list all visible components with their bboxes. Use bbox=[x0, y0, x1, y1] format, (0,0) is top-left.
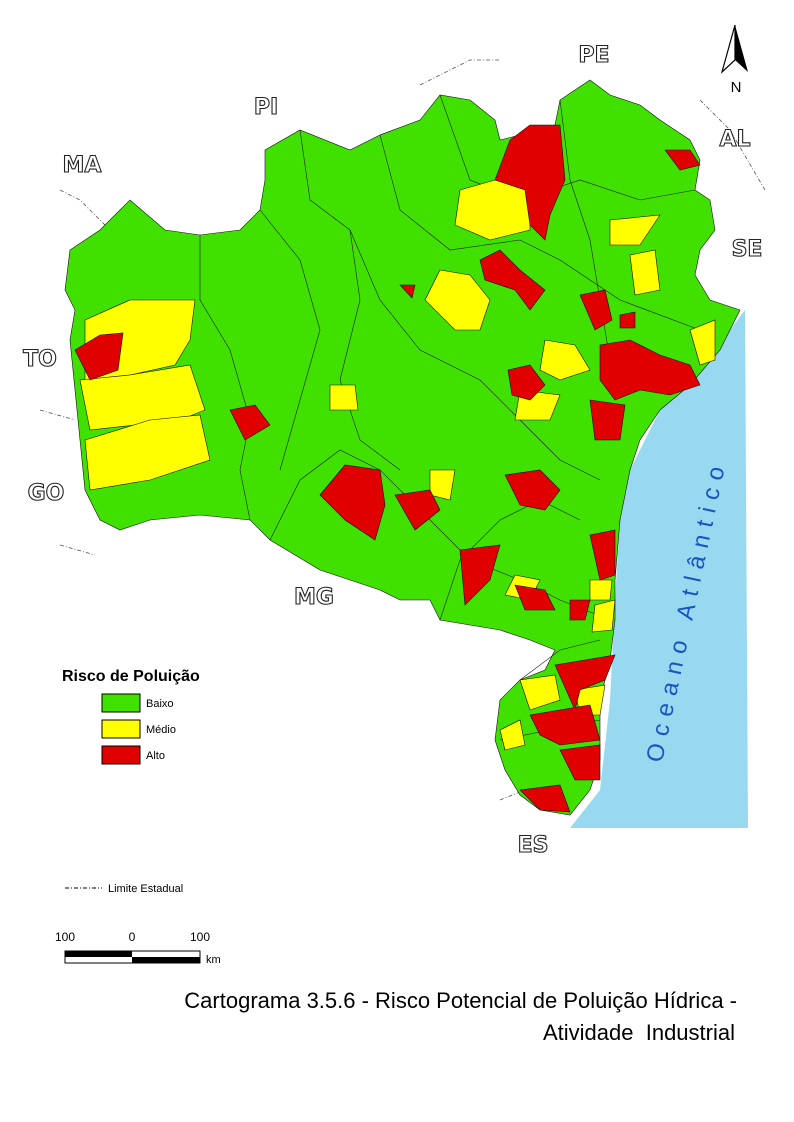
legend-title: Risco de Poluição bbox=[62, 668, 200, 685]
state-label: PE bbox=[578, 43, 609, 68]
state-borders bbox=[39, 59, 766, 801]
north-label: N bbox=[731, 79, 742, 96]
scale-bar bbox=[64, 950, 201, 964]
state-label: MA bbox=[63, 153, 102, 178]
high-risk-areas bbox=[74, 124, 701, 813]
state-label: TO bbox=[23, 347, 57, 372]
boundary-legend-label: Limite Estadual bbox=[108, 883, 183, 895]
legend-swatch bbox=[101, 693, 141, 713]
caption-line: Atividade Industrial bbox=[543, 1020, 735, 1045]
scale-label: 0 bbox=[129, 930, 136, 944]
ocean bbox=[570, 310, 748, 828]
legend-swatch bbox=[101, 745, 141, 765]
state-label: ES bbox=[518, 833, 549, 858]
legend-label: Baixo bbox=[146, 698, 174, 710]
legend-swatch bbox=[101, 719, 141, 739]
state-label: AL bbox=[719, 127, 750, 152]
legend-label: Alto bbox=[146, 750, 165, 762]
state-label: PI bbox=[254, 95, 278, 120]
north-arrow: N bbox=[720, 24, 748, 96]
scale-label: 100 bbox=[55, 930, 75, 944]
state-area bbox=[64, 79, 741, 816]
state-label: MG bbox=[294, 585, 334, 610]
caption-line: Cartograma 3.5.6 - Risco Potencial de Po… bbox=[184, 988, 737, 1013]
medium-risk-areas bbox=[79, 179, 716, 751]
legend: Baixo Médio Alto bbox=[101, 693, 176, 765]
scale-unit: km bbox=[206, 954, 221, 966]
state-label: GO bbox=[28, 481, 65, 506]
legend-label: Médio bbox=[146, 724, 176, 736]
scale-label: 100 bbox=[190, 930, 210, 944]
state-label: SE bbox=[732, 237, 763, 262]
